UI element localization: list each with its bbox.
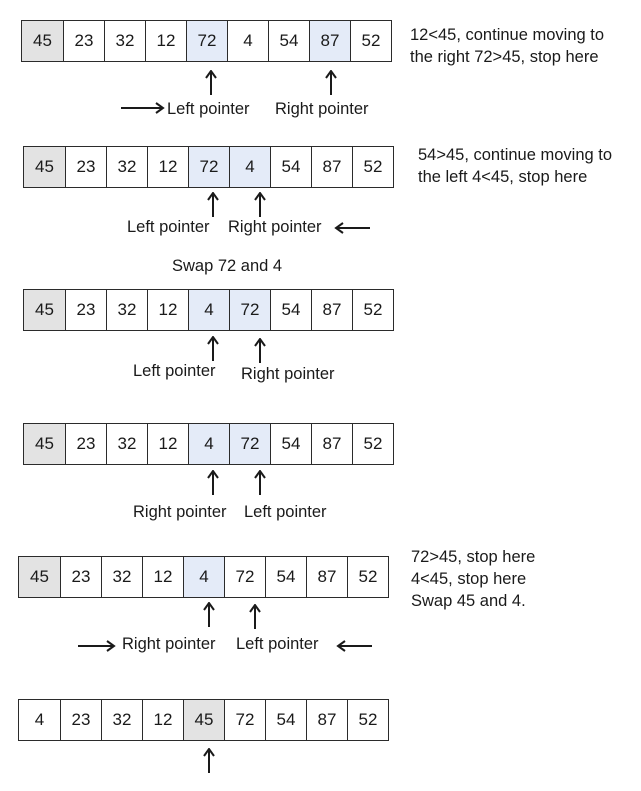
array-cell: 52 (352, 424, 393, 464)
note-line: the right 72>45, stop here (410, 48, 599, 66)
swap-caption: Swap 72 and 4 (172, 257, 283, 275)
array-cell: 23 (65, 424, 106, 464)
array-cell-highlighted: 4 (188, 290, 229, 330)
array-cell-pivot: 45 (24, 147, 65, 187)
array-cell: 54 (265, 700, 306, 740)
array-cell-pivot: 45 (19, 557, 60, 597)
array-row-step-5: 45 23 32 12 4 72 54 87 52 (18, 556, 389, 598)
array-cell: 32 (104, 21, 145, 61)
up-arrow-icon (325, 70, 337, 96)
array-cell: 12 (147, 424, 188, 464)
array-cell: 54 (270, 424, 311, 464)
array-cell: 32 (101, 557, 142, 597)
note-line: 54>45, continue moving to (418, 146, 613, 164)
array-cell: 12 (147, 147, 188, 187)
array-row-step-1: 45 23 32 12 72 4 54 87 52 (21, 20, 392, 62)
array-cell: 23 (60, 700, 101, 740)
array-cell-highlighted: 4 (229, 147, 270, 187)
array-cell: 52 (350, 21, 391, 61)
array-cell: 54 (268, 21, 309, 61)
array-cell: 32 (106, 424, 147, 464)
array-cell: 32 (101, 700, 142, 740)
right-pointer-label: Right pointer (275, 100, 369, 118)
array-cell-pivot: 45 (24, 424, 65, 464)
note-line: the left 4<45, stop here (418, 168, 588, 186)
array-cell: 52 (347, 700, 388, 740)
array-cell: 87 (311, 147, 352, 187)
array-row-step-4: 45 23 32 12 4 72 54 87 52 (23, 423, 394, 465)
left-pointer-label: Left pointer (244, 503, 327, 521)
array-cell: 23 (65, 290, 106, 330)
array-cell-highlighted: 72 (229, 424, 270, 464)
step-5-note: 72>45, stop here 4<45, stop here Swap 45… (411, 546, 535, 612)
array-cell: 87 (311, 290, 352, 330)
array-cell: 54 (265, 557, 306, 597)
up-arrow-icon (207, 470, 219, 496)
array-cell: 54 (270, 290, 311, 330)
array-cell-pivot: 45 (24, 290, 65, 330)
array-cell: 87 (306, 700, 347, 740)
array-cell: 12 (147, 290, 188, 330)
array-cell: 87 (306, 557, 347, 597)
step-2-note: 54>45, continue moving to the left 4<45,… (418, 144, 612, 188)
up-arrow-icon (207, 192, 219, 218)
left-arrow-icon (336, 640, 372, 652)
note-line: 4<45, stop here (411, 570, 527, 588)
array-cell-highlighted: 72 (188, 147, 229, 187)
array-cell-pivot: 45 (22, 21, 63, 61)
array-cell: 23 (63, 21, 104, 61)
left-pointer-label: Left pointer (127, 218, 210, 236)
array-cell: 32 (106, 147, 147, 187)
array-row-step-3: 45 23 32 12 4 72 54 87 52 (23, 289, 394, 331)
up-arrow-icon (203, 602, 215, 628)
array-cell: 52 (352, 147, 393, 187)
array-cell: 23 (65, 147, 106, 187)
array-cell-highlighted: 4 (183, 557, 224, 597)
up-arrow-icon (203, 748, 215, 774)
note-line: 72>45, stop here (411, 548, 536, 566)
array-cell: 32 (106, 290, 147, 330)
up-arrow-icon (205, 70, 217, 96)
right-arrow-icon (78, 640, 116, 652)
right-pointer-label: Right pointer (122, 635, 216, 653)
array-cell-highlighted: 72 (229, 290, 270, 330)
array-cell: 23 (60, 557, 101, 597)
left-pointer-label: Left pointer (236, 635, 319, 653)
array-row-step-2: 45 23 32 12 72 4 54 87 52 (23, 146, 394, 188)
step-1-note: 12<45, continue moving to the right 72>4… (410, 24, 604, 68)
array-cell: 52 (352, 290, 393, 330)
array-cell: 12 (145, 21, 186, 61)
up-arrow-icon (254, 338, 266, 364)
array-cell-highlighted: 87 (309, 21, 350, 61)
array-row-step-6: 4 23 32 12 45 72 54 87 52 (18, 699, 389, 741)
right-pointer-label: Right pointer (241, 365, 335, 383)
right-pointer-label: Right pointer (133, 503, 227, 521)
array-cell-highlighted: 72 (186, 21, 227, 61)
array-cell: 52 (347, 557, 388, 597)
up-arrow-icon (254, 192, 266, 218)
right-arrow-icon (121, 102, 165, 114)
left-pointer-label: Left pointer (167, 100, 250, 118)
up-arrow-icon (249, 604, 261, 630)
left-arrow-icon (334, 222, 370, 234)
left-pointer-label: Left pointer (133, 362, 216, 380)
array-cell: 12 (142, 557, 183, 597)
array-cell: 54 (270, 147, 311, 187)
array-cell: 72 (224, 700, 265, 740)
array-cell: 72 (224, 557, 265, 597)
array-cell-pivot: 45 (183, 700, 224, 740)
array-cell: 12 (142, 700, 183, 740)
note-line: Swap 45 and 4. (411, 592, 526, 610)
up-arrow-icon (207, 336, 219, 362)
up-arrow-icon (254, 470, 266, 496)
array-cell: 4 (19, 700, 60, 740)
note-line: 12<45, continue moving to (410, 26, 605, 44)
right-pointer-label: Right pointer (228, 218, 322, 236)
array-cell-highlighted: 4 (188, 424, 229, 464)
array-cell: 87 (311, 424, 352, 464)
array-cell: 4 (227, 21, 268, 61)
